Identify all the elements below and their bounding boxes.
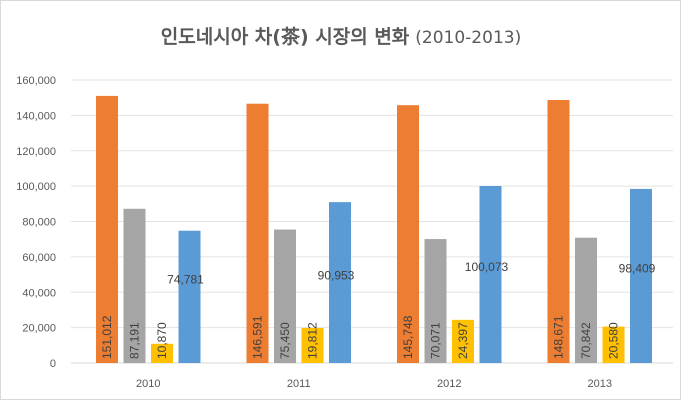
y-tick-label: 20,000 — [22, 323, 56, 335]
data-label: 100,073 — [465, 260, 509, 274]
y-tick-label: 0 — [50, 358, 56, 370]
bar-series-1-2010 — [96, 95, 118, 363]
gridlines — [71, 79, 673, 364]
y-tick-label: 100,000 — [16, 181, 56, 193]
y-tick-label: 140,000 — [16, 110, 56, 122]
chart-title: 인도네시아 차(茶) 시장의 변화 (2010-2013) — [161, 25, 521, 48]
data-label: 98,409 — [619, 261, 656, 275]
x-tick-label: 2010 — [136, 378, 160, 390]
data-label: 151,012 — [100, 315, 114, 359]
data-label: 19,812 — [306, 322, 320, 359]
bar-series-2-2011 — [274, 229, 296, 363]
data-label: 70,842 — [579, 322, 593, 359]
bar-series-3-2012 — [452, 319, 474, 363]
bars — [96, 95, 652, 364]
bar-series-2-2010 — [123, 208, 146, 363]
data-label: 146,591 — [251, 315, 265, 359]
y-tick-label: 160,000 — [16, 75, 56, 87]
data-label: 74,781 — [167, 272, 204, 286]
bar-series-4-2013 — [630, 188, 652, 363]
x-tick-label: 2011 — [287, 378, 311, 390]
y-tick-label: 120,000 — [16, 146, 56, 158]
data-label: 90,953 — [318, 268, 355, 282]
chart-title-main: 인도네시아 차(茶) 시장의 변화 — [161, 25, 410, 48]
data-label: 70,071 — [429, 322, 443, 359]
data-label: 87,191 — [128, 322, 142, 359]
data-labels: 151,012 87,191 10,870 74,781 146,591 75,450 19… — [100, 260, 656, 359]
bar-series-3-2010 — [151, 343, 173, 363]
bar-series-1-2013 — [547, 100, 570, 363]
y-axis: 0 20,000 40,000 60,000 80,000 100,000 120,000 1… — [16, 75, 56, 370]
y-tick-label: 60,000 — [22, 252, 56, 264]
data-label: 145,748 — [401, 315, 415, 359]
data-label: 75,450 — [278, 322, 292, 359]
data-label: 10,870 — [155, 322, 169, 359]
bar-series-1-2011 — [246, 103, 269, 364]
y-tick-label: 80,000 — [22, 217, 56, 229]
data-label: 24,397 — [456, 322, 470, 359]
bar-series-4-2011 — [329, 202, 351, 363]
data-label: 20,580 — [607, 322, 621, 359]
data-label: 148,671 — [552, 315, 566, 359]
bar-series-4-2010 — [178, 230, 201, 363]
x-tick-label: 2013 — [588, 378, 612, 390]
chart-title-subtitle: (2010-2013) — [415, 28, 521, 48]
bar-series-4-2012 — [479, 185, 502, 363]
x-axis: 2010 2011 2012 2013 — [136, 378, 612, 390]
y-tick-label: 40,000 — [22, 287, 56, 299]
bar-series-3-2013 — [602, 326, 625, 363]
bar-series-2-2012 — [424, 239, 447, 363]
bar-series-2-2013 — [575, 237, 597, 363]
bar-series-1-2012 — [397, 105, 419, 363]
bar-series-3-2011 — [301, 327, 324, 363]
x-tick-label: 2012 — [437, 378, 461, 390]
